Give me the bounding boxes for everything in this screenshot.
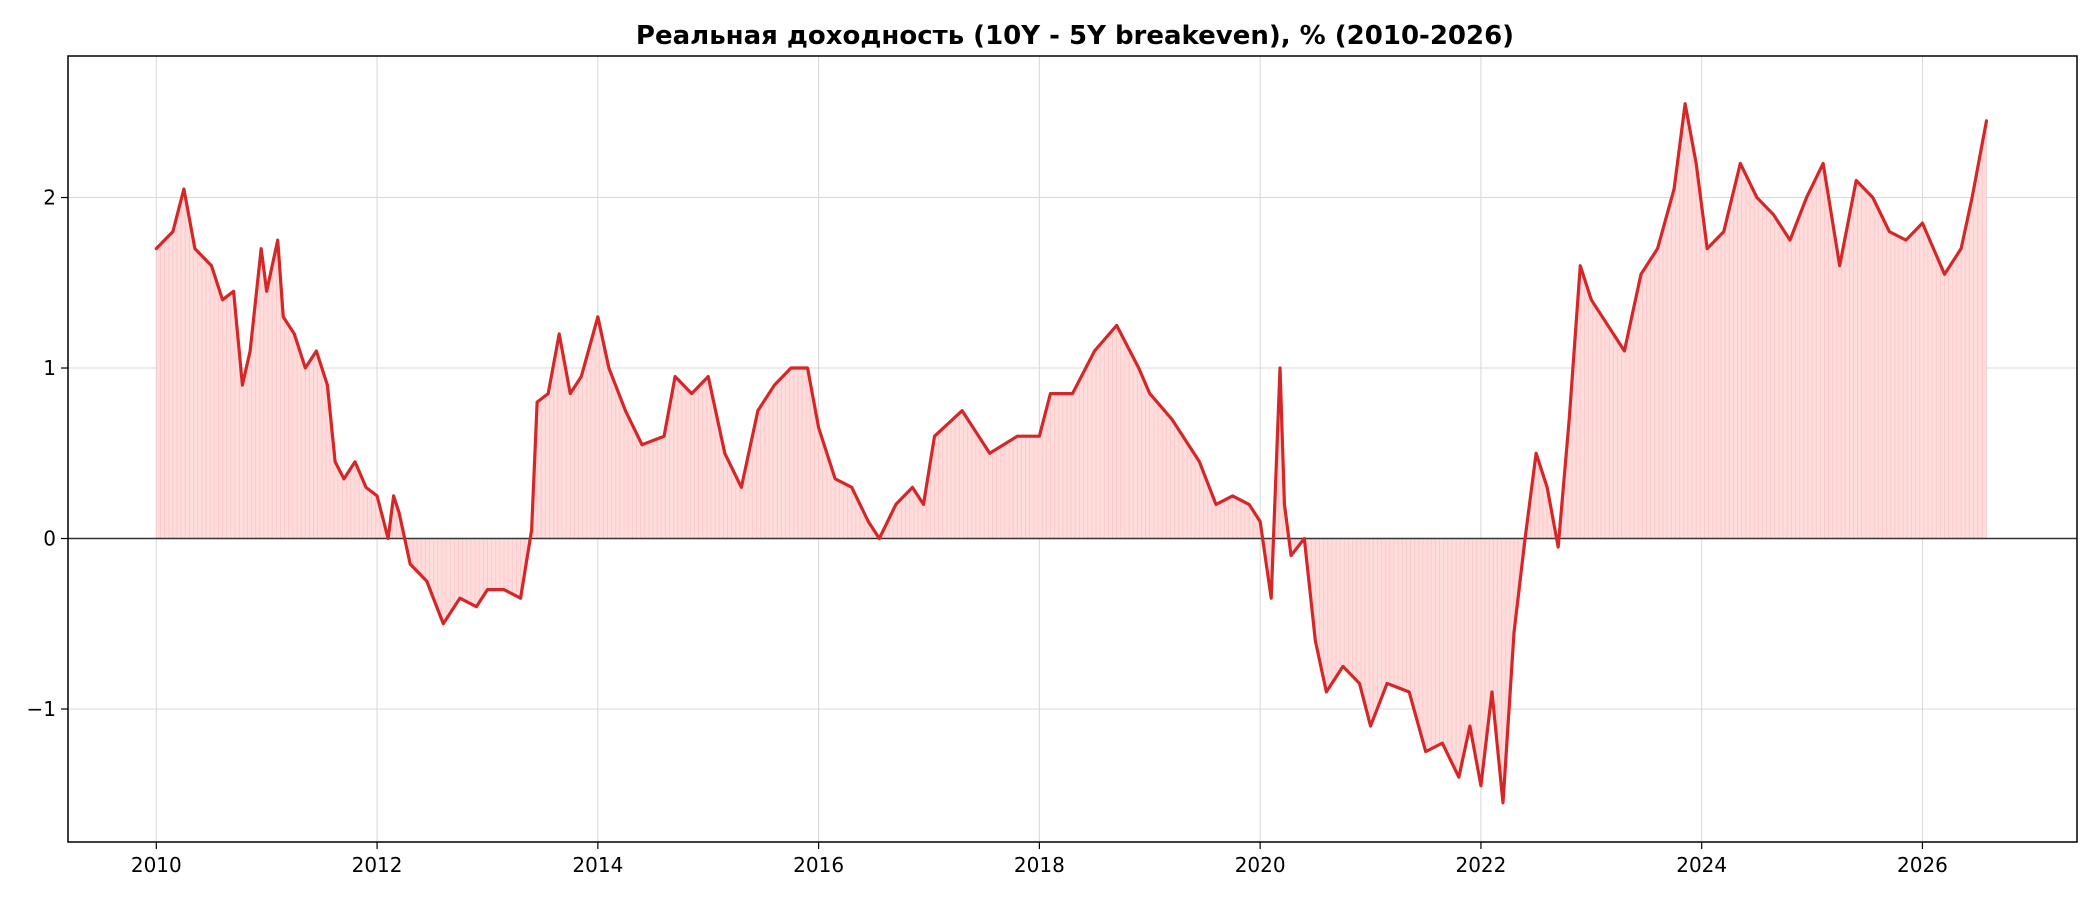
y-tick-label: −1 [27,697,56,721]
x-tick-label: 2024 [1676,853,1727,877]
x-tick-label: 2016 [793,853,844,877]
y-tick-label: 1 [43,356,56,380]
x-tick-label: 2010 [131,853,182,877]
x-tick-label: 2018 [1014,853,1065,877]
axis-layer: 2010 2012 2014 2016 2018 2020 2022 2024 2026 −1 0 1… [27,186,1948,877]
x-tick-label: 2026 [1897,853,1948,877]
line-layer [154,102,1989,805]
fill-layer [155,103,1987,803]
x-tick-label: 2012 [352,853,403,877]
x-tick-label: 2014 [572,853,623,877]
plot-frame [67,55,2078,843]
x-tick-label: 2022 [1455,853,1506,877]
y-tick-label: 0 [43,527,56,551]
y-tick-label: 2 [43,186,56,210]
series-line [154,102,1989,805]
chart-title: Реальная доходность (10Y - 5Y breakeven)… [636,21,1514,51]
x-tick-label: 2020 [1235,853,1286,877]
